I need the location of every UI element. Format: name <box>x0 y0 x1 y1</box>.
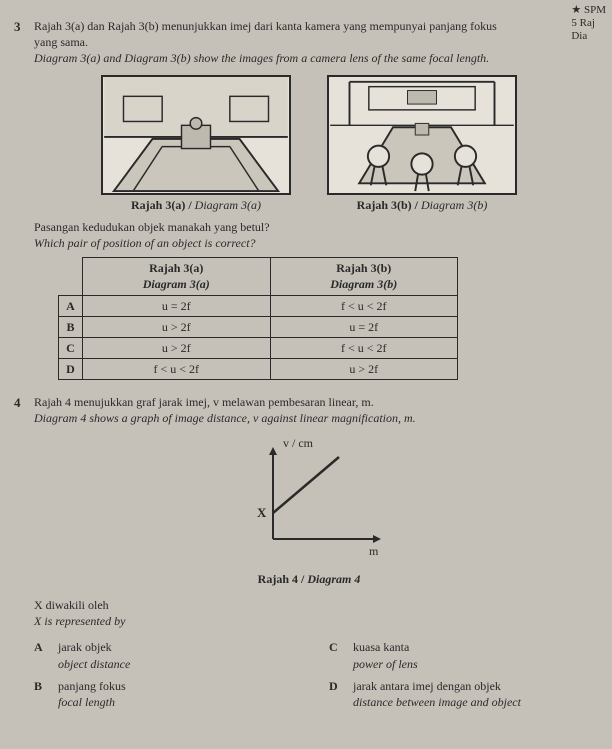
choice-label-D: D <box>329 678 343 710</box>
q4-stem2: X is represented by <box>34 614 125 628</box>
q4-line2: Diagram 4 shows a graph of image distanc… <box>34 411 416 425</box>
q4-caption: Rajah 4 / Diagram 4 <box>34 571 584 587</box>
row-label-D: D <box>59 359 83 380</box>
choice-D-en: distance between image and object <box>353 694 521 710</box>
table-row: C u > 2f f < u < 2f <box>59 337 458 358</box>
choice-D-ms: jarak antara imej dengan objek <box>353 678 521 694</box>
q4-caption-ms: Rajah 4 / <box>258 572 308 586</box>
cell-A-a: u = 2f <box>83 295 271 316</box>
caption-3a-ms: Rajah 3(a) / <box>131 198 195 212</box>
table-row: D f < u < 2f u > 2f <box>59 359 458 380</box>
corner-l1: ★ SPM <box>571 4 606 17</box>
choice-label-A: A <box>34 639 48 671</box>
th-b-ms: Rajah 3(b) <box>336 261 391 275</box>
choice-B-en: focal length <box>58 694 126 710</box>
q4-graph-row: v / cm X m Rajah 4 / Diagram 4 <box>34 435 584 587</box>
cell-D-b: u > 2f <box>270 359 458 380</box>
th-b: Rajah 3(b) Diagram 3(b) <box>270 258 458 295</box>
q4-number: 4 <box>14 394 21 412</box>
caption-3b: Rajah 3(b) / Diagram 3(b) <box>327 197 517 213</box>
choice-C: C kuasa kanta power of lens <box>329 639 584 671</box>
caption-3b-en: Diagram 3(b) <box>421 198 487 212</box>
question-4: 4 Rajah 4 menujukkan graf jarak imej, v … <box>34 394 584 716</box>
q3-subquestion: Pasangan kedudukan objek manakah yang be… <box>34 219 584 251</box>
choice-A: A jarak objek object distance <box>34 639 289 671</box>
q3-diagrams: Rajah 3(a) / Diagram 3(a) <box>34 75 584 213</box>
row-label-A: A <box>59 295 83 316</box>
caption-3a-en: Diagram 3(a) <box>195 198 261 212</box>
cell-C-b: f < u < 2f <box>270 337 458 358</box>
q4-stem: X diwakili oleh X is represented by <box>34 597 584 629</box>
choice-B-ms: panjang fokus <box>58 678 126 694</box>
question-3: 3 Rajah 3(a) dan Rajah 3(b) menunjukkan … <box>34 18 584 380</box>
caption-3a: Rajah 3(a) / Diagram 3(a) <box>101 197 291 213</box>
q3-sub2: Which pair of position of an object is c… <box>34 236 256 250</box>
q3-number: 3 <box>14 18 21 36</box>
choice-D: D jarak antara imej dengan objek distanc… <box>329 678 584 710</box>
choice-A-en: object distance <box>58 656 130 672</box>
q4-stem1: X diwakili oleh <box>34 598 109 612</box>
diagram-3a-wrap: Rajah 3(a) / Diagram 3(a) <box>101 75 291 213</box>
caption-3b-ms: Rajah 3(b) / <box>357 198 421 212</box>
diagram-3b-wrap: Rajah 3(b) / Diagram 3(b) <box>327 75 517 213</box>
diagram-3b <box>327 75 517 195</box>
q3-text: Rajah 3(a) dan Rajah 3(b) menunjukkan im… <box>34 18 584 67</box>
choice-B: B panjang fokus focal length <box>34 678 289 710</box>
q4-graph-svg: v / cm X m <box>229 435 389 565</box>
graph-xlabel: m <box>369 544 379 558</box>
q4-caption-en: Diagram 4 <box>307 572 360 586</box>
cell-A-b: f < u < 2f <box>270 295 458 316</box>
q4-line1: Rajah 4 menujukkan graf jarak imej, v me… <box>34 395 374 409</box>
cell-D-a: f < u < 2f <box>83 359 271 380</box>
q3-line1: Rajah 3(a) dan Rajah 3(b) menunjukkan im… <box>34 19 497 33</box>
row-label-C: C <box>59 337 83 358</box>
row-label-B: B <box>59 316 83 337</box>
diagram-3b-svg <box>329 77 515 193</box>
q3-line2: yang sama. <box>34 35 88 49</box>
diagram-3a <box>101 75 291 195</box>
q4-graph: v / cm X m <box>229 435 389 569</box>
choice-C-ms: kuasa kanta <box>353 639 418 655</box>
q3-line3: Diagram 3(a) and Diagram 3(b) show the i… <box>34 51 489 65</box>
q3-sub1: Pasangan kedudukan objek manakah yang be… <box>34 220 270 234</box>
diagram-3a-svg <box>103 77 289 193</box>
cell-B-a: u > 2f <box>83 316 271 337</box>
th-a: Rajah 3(a) Diagram 3(a) <box>83 258 271 295</box>
q4-text: Rajah 4 menujukkan graf jarak imej, v me… <box>34 394 584 426</box>
th-a-en: Diagram 3(a) <box>143 277 210 291</box>
cell-B-b: u = 2f <box>270 316 458 337</box>
choice-label-C: C <box>329 639 343 671</box>
th-a-ms: Rajah 3(a) <box>149 261 203 275</box>
cell-C-a: u > 2f <box>83 337 271 358</box>
th-b-en: Diagram 3(b) <box>330 277 397 291</box>
choices-col-left: A jarak objek object distance B panjang … <box>34 639 289 716</box>
choices-col-right: C kuasa kanta power of lens D jarak anta… <box>329 639 584 716</box>
choice-A-ms: jarak objek <box>58 639 130 655</box>
q3-options-table: Rajah 3(a) Diagram 3(a) Rajah 3(b) Diagr… <box>58 257 458 380</box>
graph-x-intercept: X <box>257 505 267 520</box>
table-row: B u > 2f u = 2f <box>59 316 458 337</box>
choice-C-en: power of lens <box>353 656 418 672</box>
q4-choices: A jarak objek object distance B panjang … <box>34 639 584 716</box>
choice-label-B: B <box>34 678 48 710</box>
graph-ylabel: v / cm <box>283 436 314 450</box>
table-row: A u = 2f f < u < 2f <box>59 295 458 316</box>
